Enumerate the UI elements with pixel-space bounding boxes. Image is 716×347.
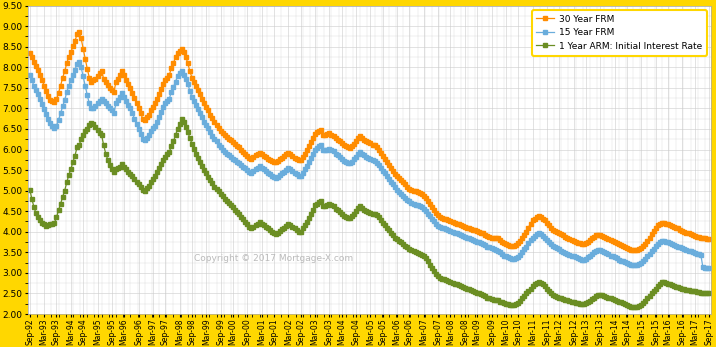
1 Year ARM: Initial Interest Rate: (216, 2.56): Initial Interest Rate: (216, 2.56) [469, 289, 478, 293]
15 Year FRM [576, 257, 584, 261]
30 Year FRM [639, 244, 648, 248]
30 Year FRM [74, 30, 83, 34]
30 Year FRM [652, 226, 660, 230]
15 Year FRM [74, 59, 83, 64]
30 Year FRM [705, 237, 713, 241]
30 Year FRM [26, 51, 34, 55]
15 Year FRM [701, 265, 710, 270]
30 Year FRM [469, 228, 478, 232]
1 Year ARM: Initial Interest Rate: (299, 2.26): Initial Interest Rate: (299, 2.26) [639, 301, 648, 305]
Line: 1 Year ARM: Initial Interest Rate: 1 Year ARM: Initial Interest Rate [29, 118, 710, 309]
15 Year FRM [705, 265, 713, 270]
1 Year ARM: Initial Interest Rate: (331, 2.52): Initial Interest Rate: (331, 2.52) [705, 290, 713, 295]
1 Year ARM: Initial Interest Rate: (129, 4.08): Initial Interest Rate: (129, 4.08) [290, 226, 299, 230]
Line: 15 Year FRM: 15 Year FRM [29, 60, 710, 269]
15 Year FRM [584, 255, 592, 259]
1 Year ARM: Initial Interest Rate: (305, 2.62): Initial Interest Rate: (305, 2.62) [652, 286, 660, 290]
Line: 30 Year FRM: 30 Year FRM [29, 31, 710, 252]
30 Year FRM [629, 248, 637, 252]
Legend: 30 Year FRM, 15 Year FRM, 1 Year ARM: Initial Interest Rate: 30 Year FRM, 15 Year FRM, 1 Year ARM: In… [532, 10, 707, 56]
15 Year FRM [26, 74, 34, 78]
1 Year ARM: Initial Interest Rate: (272, 2.28): Initial Interest Rate: (272, 2.28) [584, 301, 592, 305]
15 Year FRM [290, 170, 299, 175]
15 Year FRM [649, 247, 658, 251]
30 Year FRM [576, 241, 584, 245]
15 Year FRM [637, 261, 646, 265]
15 Year FRM [469, 238, 478, 242]
1 Year ARM: Initial Interest Rate: (74, 6.74): Initial Interest Rate: (74, 6.74) [178, 117, 186, 121]
1 Year ARM: Initial Interest Rate: (294, 2.16): Initial Interest Rate: (294, 2.16) [629, 305, 637, 310]
1 Year ARM: Initial Interest Rate: (0, 5.02): Initial Interest Rate: (0, 5.02) [26, 188, 34, 192]
Text: Copyright © 2017 Mortgage-X.com: Copyright © 2017 Mortgage-X.com [194, 254, 353, 263]
30 Year FRM [584, 239, 592, 244]
30 Year FRM [290, 156, 299, 160]
1 Year ARM: Initial Interest Rate: (268, 2.25): Initial Interest Rate: (268, 2.25) [576, 302, 584, 306]
